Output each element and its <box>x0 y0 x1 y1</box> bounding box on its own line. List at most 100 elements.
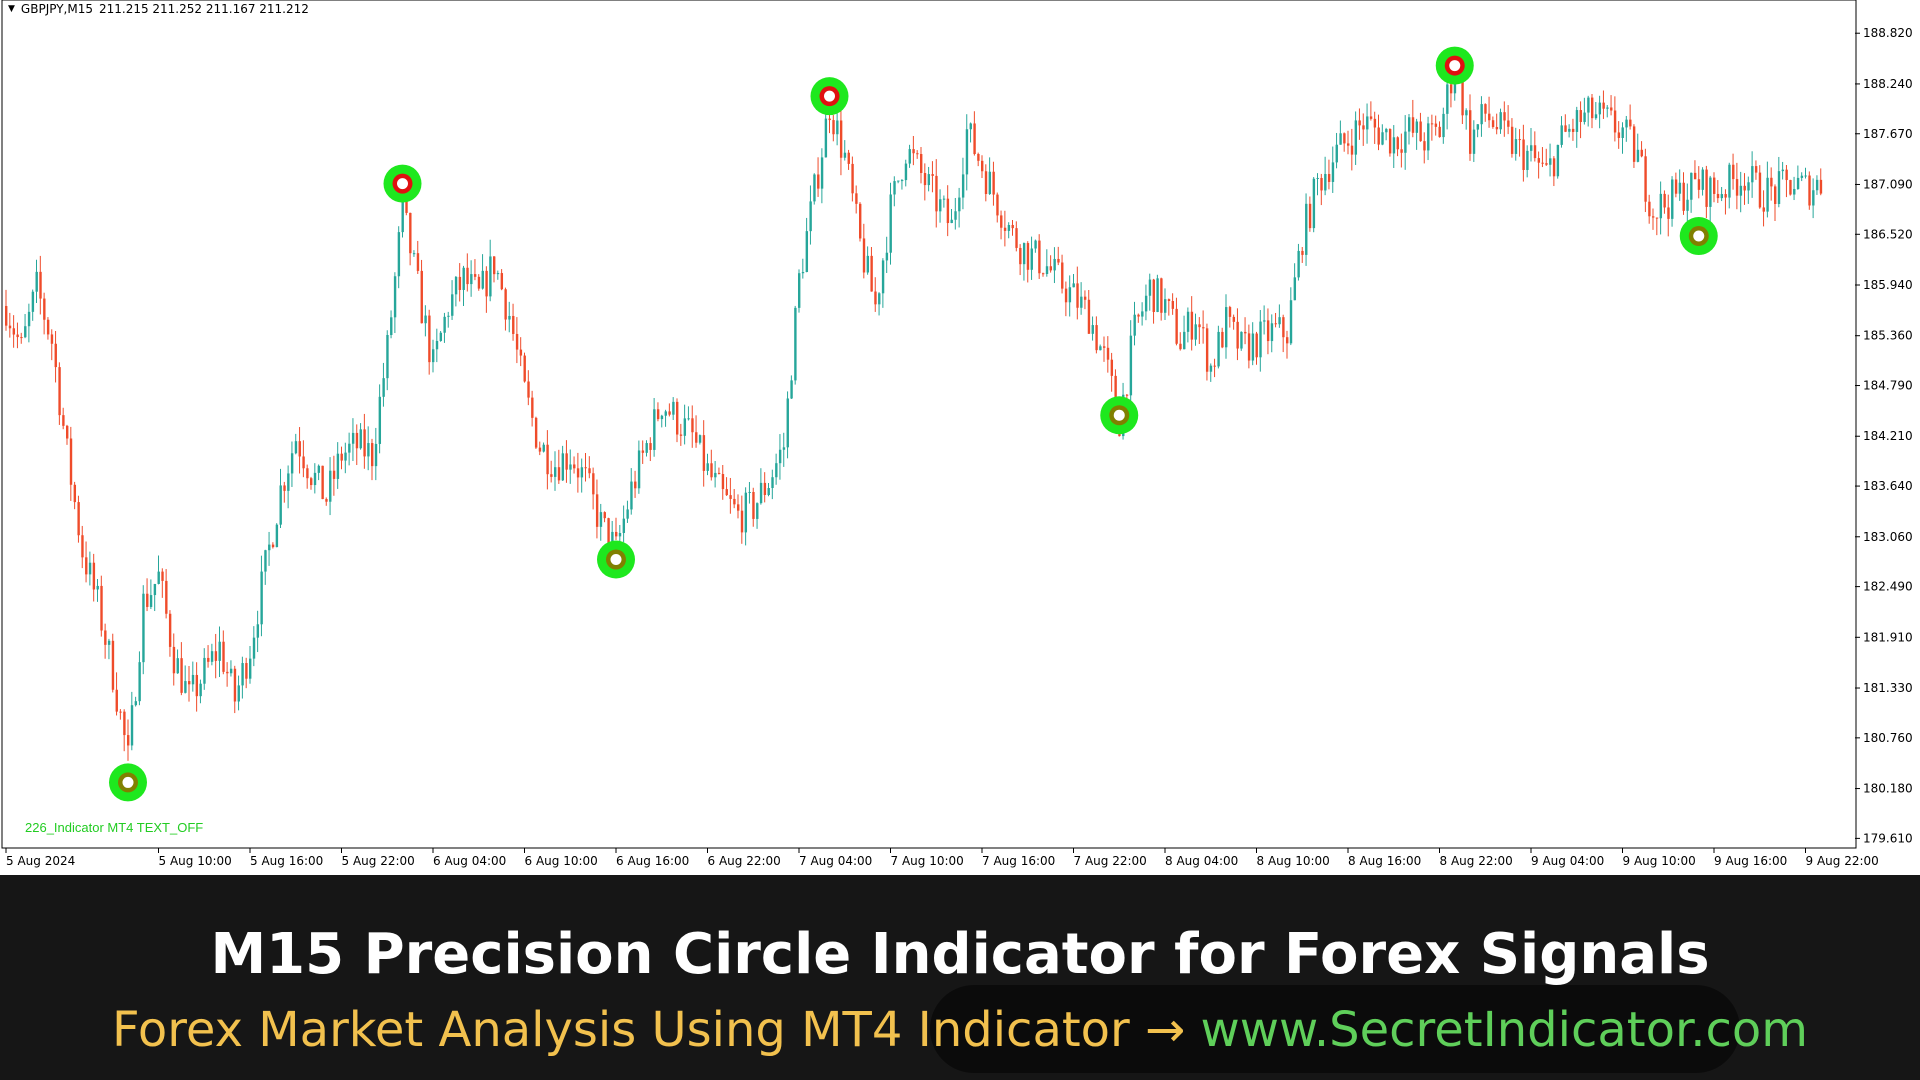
bull-candle <box>1751 166 1754 183</box>
bull-candle <box>287 473 290 491</box>
bull-candle <box>1800 175 1804 178</box>
bull-candle <box>260 571 263 625</box>
bull-candle <box>1625 119 1628 128</box>
bear-candle <box>557 467 561 481</box>
bull-candle <box>1720 194 1724 199</box>
bull-candle <box>294 441 298 454</box>
price-label: 184.210 <box>1863 429 1913 443</box>
bull-candle <box>965 129 969 175</box>
bull-candle <box>1148 279 1152 296</box>
bear-candle <box>1613 110 1617 133</box>
bull-candle <box>264 550 267 572</box>
bull-candle <box>496 273 500 275</box>
bear-candle <box>146 593 149 607</box>
bear-candle <box>127 735 130 746</box>
bear-candle <box>271 544 275 548</box>
bear-candle <box>740 510 744 533</box>
candlestick-chart[interactable]: 188.820 188.240 187.670 187.090 186.520 185.9… <box>0 0 1920 875</box>
bear-candle <box>733 498 736 505</box>
bull-candle <box>744 492 748 533</box>
time-label: 5 Aug 22:00 <box>342 854 415 868</box>
bull-candle <box>1209 365 1213 372</box>
bear-candle <box>1202 327 1205 329</box>
bear-candle <box>477 276 481 289</box>
bear-candle <box>1171 300 1175 309</box>
buy-signal-circle-icon <box>1679 217 1718 256</box>
bear-candle <box>1430 123 1434 125</box>
bear-candle <box>1579 110 1582 123</box>
bear-candle <box>302 456 305 469</box>
bear-candle <box>862 238 866 273</box>
signals-layer <box>109 46 1718 802</box>
bull-candle <box>1293 277 1297 301</box>
axes-layer <box>1 0 1857 849</box>
bull-candle <box>35 271 38 292</box>
bull-candle <box>798 273 801 308</box>
bull-candle <box>950 219 953 224</box>
bear-candle <box>1541 162 1544 164</box>
bull-candle <box>1129 335 1133 396</box>
bull-candle <box>1815 179 1819 191</box>
bear-candle <box>1419 121 1422 142</box>
bear-candle <box>592 473 595 495</box>
bear-candle <box>763 482 767 496</box>
bear-candle <box>1396 137 1399 150</box>
bear-candle <box>1358 120 1361 126</box>
symbol-name: GBPJPY,M15 <box>20 2 93 16</box>
bear-candle <box>119 711 122 713</box>
bull-candle <box>1164 299 1167 313</box>
bull-candle <box>954 211 957 220</box>
bear-candle <box>1061 262 1064 289</box>
bull-candle <box>756 503 759 519</box>
website-link[interactable]: www.SecretIndicator.com <box>1200 1002 1809 1058</box>
bear-candle <box>416 253 420 271</box>
bear-candle <box>1423 141 1426 151</box>
buy-signal-circle-icon <box>1100 396 1139 435</box>
bull-candle <box>1354 120 1358 155</box>
symbol-header: ▼ GBPJPY,M15 211.215 211.252 211.167 211… <box>8 2 309 16</box>
chart-window[interactable]: 188.820 188.240 187.670 187.090 186.520 185.9… <box>0 0 1920 875</box>
bull-candle <box>268 544 271 551</box>
bear-candle <box>20 337 23 339</box>
bull-candle <box>786 398 789 448</box>
bull-candle <box>1476 124 1480 130</box>
bear-candle <box>298 441 301 457</box>
bear-candle <box>226 671 229 674</box>
bear-candle <box>1488 113 1491 121</box>
bull-candle <box>1263 320 1266 322</box>
bear-candle <box>1663 193 1666 208</box>
bear-candle <box>207 657 210 662</box>
bear-candle <box>16 334 19 338</box>
bear-candle <box>466 267 469 285</box>
bear-candle <box>500 273 504 290</box>
price-label: 182.490 <box>1863 580 1913 594</box>
bull-candle <box>897 180 900 182</box>
bear-candle <box>325 499 328 502</box>
bear-candle <box>1003 227 1007 231</box>
bear-candle <box>1308 203 1312 229</box>
bear-candle <box>1160 278 1163 313</box>
bear-candle <box>668 411 671 415</box>
bear-candle <box>1697 179 1701 190</box>
bear-candle <box>1705 169 1708 207</box>
bear-candle <box>1770 177 1773 187</box>
bull-candle <box>1575 110 1579 132</box>
bear-candle <box>1571 128 1575 132</box>
bull-candle <box>759 482 763 504</box>
bull-candle <box>1251 333 1255 361</box>
bull-candle <box>1045 266 1049 274</box>
bull-candle <box>1194 324 1197 340</box>
dropdown-triangle-icon[interactable]: ▼ <box>8 4 15 14</box>
bear-candle <box>46 319 50 335</box>
bear-candle <box>1438 126 1441 138</box>
bear-candle <box>428 315 431 363</box>
bear-candle <box>172 646 176 674</box>
bull-candle <box>1144 295 1148 312</box>
bear-candle <box>1221 331 1224 348</box>
bear-candle <box>1774 186 1777 205</box>
bear-candle <box>847 152 850 164</box>
bear-candle <box>115 689 118 712</box>
bull-candle <box>836 120 839 135</box>
bull-candle <box>435 340 439 350</box>
bear-candle <box>531 397 534 418</box>
